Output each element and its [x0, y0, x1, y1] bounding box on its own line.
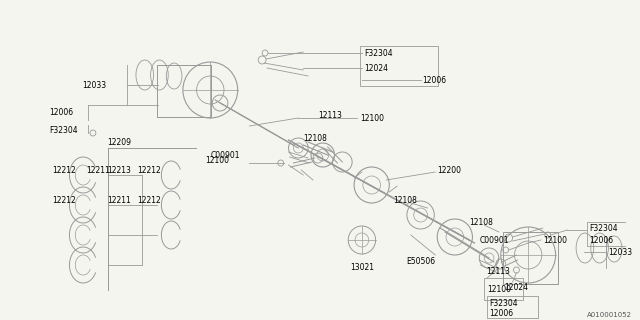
Text: C00901: C00901	[211, 150, 240, 159]
Text: 12024: 12024	[504, 283, 528, 292]
Text: 12006: 12006	[589, 236, 613, 244]
Text: 12100: 12100	[205, 156, 229, 164]
Text: 12113: 12113	[486, 268, 510, 276]
Text: 12212: 12212	[52, 165, 76, 174]
Text: 12100: 12100	[487, 284, 511, 293]
Text: 12100: 12100	[360, 114, 384, 123]
Text: 12108: 12108	[303, 133, 327, 142]
Text: 12024: 12024	[364, 63, 388, 73]
Text: 12006: 12006	[422, 76, 447, 84]
Bar	[503, 232, 557, 284]
Text: 12108: 12108	[470, 218, 493, 227]
Text: 12212: 12212	[137, 165, 161, 174]
Text: 12033: 12033	[609, 247, 632, 257]
Text: E50506: E50506	[406, 258, 435, 267]
Text: 12100: 12100	[543, 236, 567, 244]
Text: 12211: 12211	[108, 196, 131, 204]
Text: F32304: F32304	[364, 49, 392, 58]
Text: 12209: 12209	[108, 138, 132, 147]
Text: 13021: 13021	[350, 263, 374, 273]
Text: 12200: 12200	[437, 165, 461, 174]
Text: 12212: 12212	[137, 196, 161, 204]
Text: F32304: F32304	[489, 300, 518, 308]
Text: 12211: 12211	[86, 165, 110, 174]
Text: 12108: 12108	[393, 196, 417, 204]
Bar	[157, 65, 211, 117]
Text: A010001052: A010001052	[587, 312, 632, 318]
Text: 12033: 12033	[82, 81, 106, 90]
Text: F32304: F32304	[49, 125, 77, 134]
Bar	[360, 46, 438, 86]
Bar	[484, 278, 524, 300]
Bar	[587, 222, 636, 246]
Text: 12212: 12212	[52, 196, 76, 204]
Text: C00901: C00901	[479, 236, 509, 244]
Text: 12006: 12006	[489, 308, 513, 317]
Text: 12006: 12006	[49, 108, 73, 116]
Text: 12213: 12213	[108, 165, 131, 174]
Text: F32304: F32304	[589, 223, 618, 233]
Bar	[487, 296, 538, 318]
Text: 12113: 12113	[318, 110, 342, 119]
